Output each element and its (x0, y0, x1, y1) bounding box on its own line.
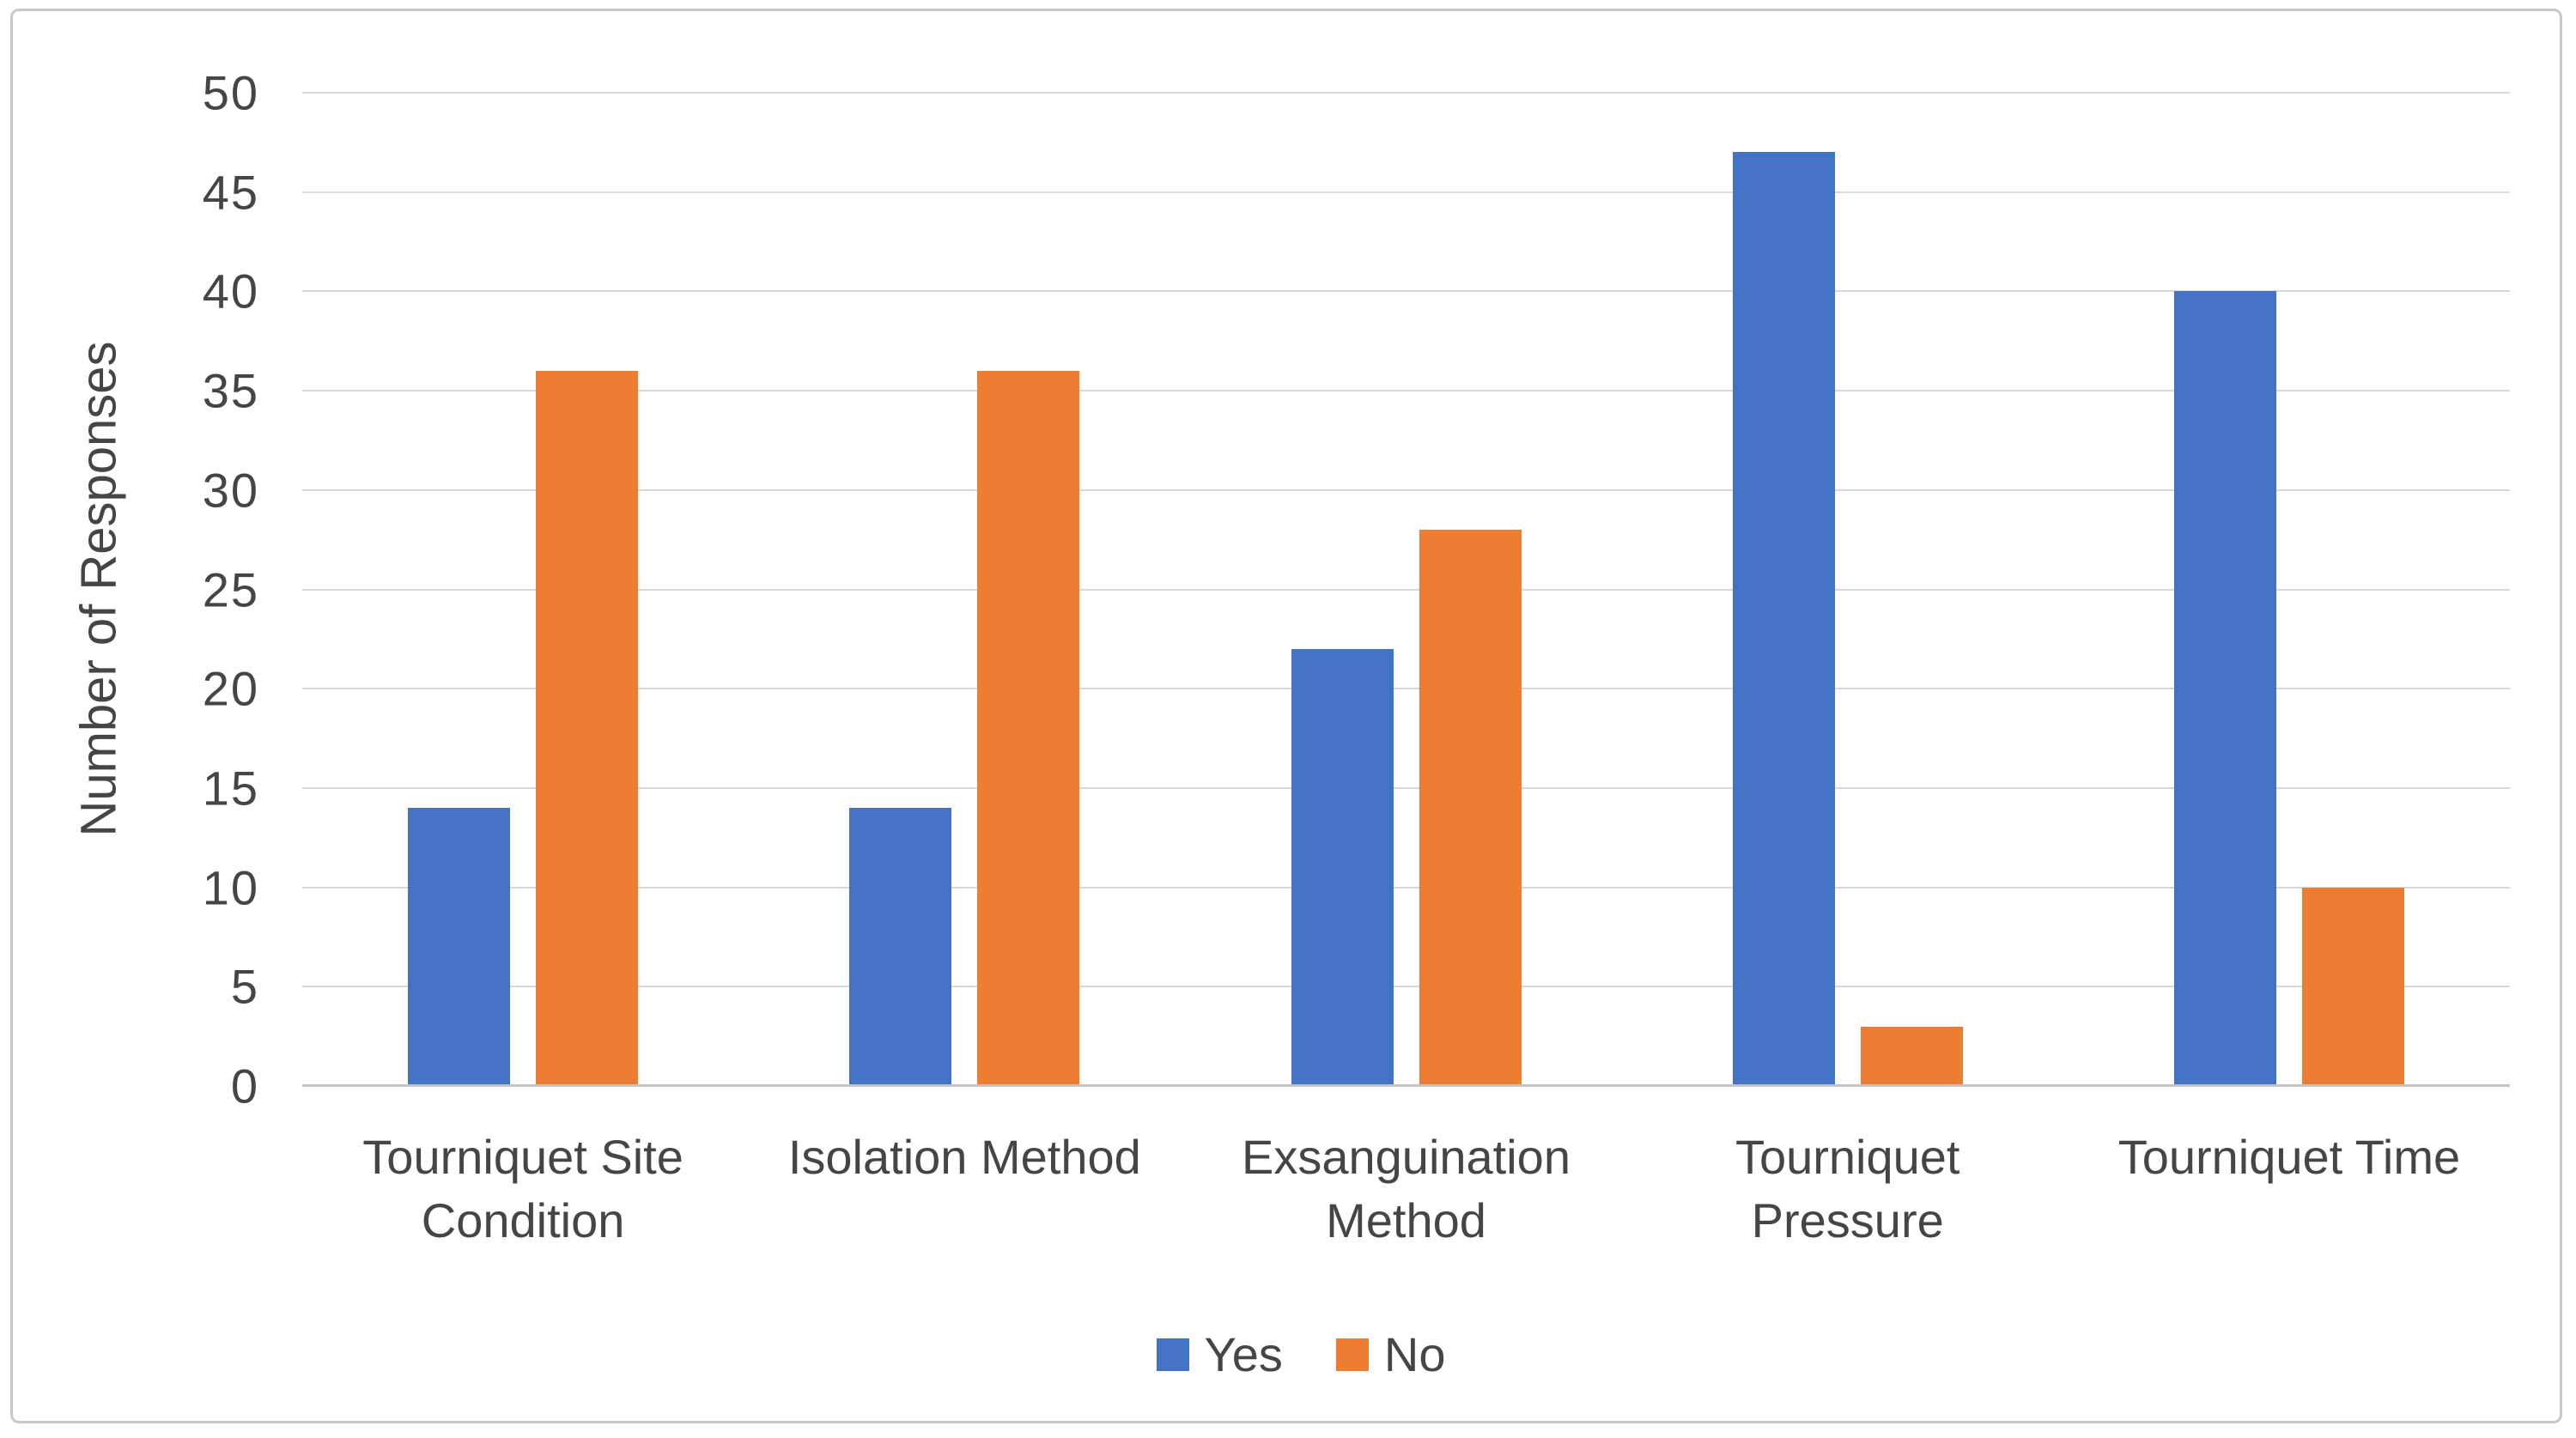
gridline-y-15 (302, 786, 2510, 789)
y-tick-label-10: 10 (202, 860, 259, 915)
y-tick-label-0: 0 (230, 1059, 259, 1113)
x-axis-category-labels: Tourniquet Site Condition Isolation Metho… (302, 1126, 2510, 1253)
gridline-y-10 (302, 886, 2510, 889)
y-tick-label-15: 15 (202, 761, 259, 816)
legend-item-no: No (1335, 1326, 1446, 1382)
x-category-label-text: Tourniquet Site Condition (362, 1130, 683, 1247)
bar-yes-3 (1291, 648, 1394, 1086)
gridline-y-30 (302, 488, 2510, 491)
bar-no-2 (977, 370, 1080, 1086)
bar-yes-1 (408, 808, 511, 1086)
bar-no-4 (1860, 1026, 1963, 1086)
legend-swatch-yes (1156, 1338, 1189, 1371)
y-axis-tick-labels: 0 5 10 15 20 25 30 35 40 45 50 (13, 66, 259, 1113)
bar-yes-4 (1732, 152, 1835, 1086)
gridline-y-40 (302, 290, 2510, 293)
y-tick-label-40: 40 (202, 264, 259, 319)
bar-yes-5 (2173, 291, 2276, 1086)
gridline-y-50 (302, 92, 2510, 94)
bar-no-3 (1419, 530, 1522, 1086)
x-category-label-text: Isolation Method (787, 1130, 1141, 1184)
gridline-y-20 (302, 688, 2510, 690)
gridline-y-5 (302, 986, 2510, 988)
legend-swatch-no (1335, 1338, 1369, 1371)
bar-yes-2 (849, 808, 952, 1086)
gridline-y-45 (302, 191, 2510, 193)
x-category-label-4: Tourniquet Pressure (1627, 1126, 2069, 1253)
x-category-label-text: Exsanguination Method (1242, 1130, 1571, 1247)
bar-group-3 (1185, 93, 1626, 1086)
bar-group-2 (744, 93, 1185, 1086)
legend-label-yes: Yes (1204, 1327, 1283, 1381)
y-tick-label-25: 25 (202, 562, 259, 616)
bar-no-5 (2301, 887, 2404, 1086)
gridline-y-25 (302, 588, 2510, 591)
y-tick-label-5: 5 (230, 959, 259, 1014)
x-category-label-text: Tourniquet Time (2117, 1130, 2461, 1184)
bar-group-1 (302, 93, 744, 1086)
x-category-label-5: Tourniquet Time (2069, 1126, 2510, 1253)
x-category-label-1: Tourniquet Site Condition (302, 1126, 744, 1253)
gridline-y-35 (302, 390, 2510, 392)
y-tick-label-50: 50 (202, 65, 259, 120)
y-tick-label-35: 35 (202, 363, 259, 418)
bar-group-4 (1627, 93, 2069, 1086)
x-category-label-3: Exsanguination Method (1185, 1126, 1626, 1253)
legend-label-no: No (1383, 1327, 1446, 1381)
x-category-label-2: Isolation Method (744, 1126, 1185, 1253)
legend: Yes No (13, 1326, 2576, 1382)
bar-group-5 (2069, 93, 2510, 1086)
y-tick-label-30: 30 (202, 463, 259, 518)
chart-frame: Number of Responses 0 5 10 15 20 25 30 35 40 45 50… (10, 9, 2562, 1423)
legend-item-yes: Yes (1156, 1326, 1283, 1382)
y-tick-label-45: 45 (202, 165, 259, 220)
bar-no-1 (536, 370, 639, 1086)
x-axis-line (302, 1084, 2510, 1087)
x-category-label-text: Tourniquet Pressure (1735, 1130, 1960, 1247)
bar-groups (302, 93, 2510, 1086)
y-tick-label-20: 20 (202, 661, 259, 716)
plot-area (302, 92, 2510, 1087)
